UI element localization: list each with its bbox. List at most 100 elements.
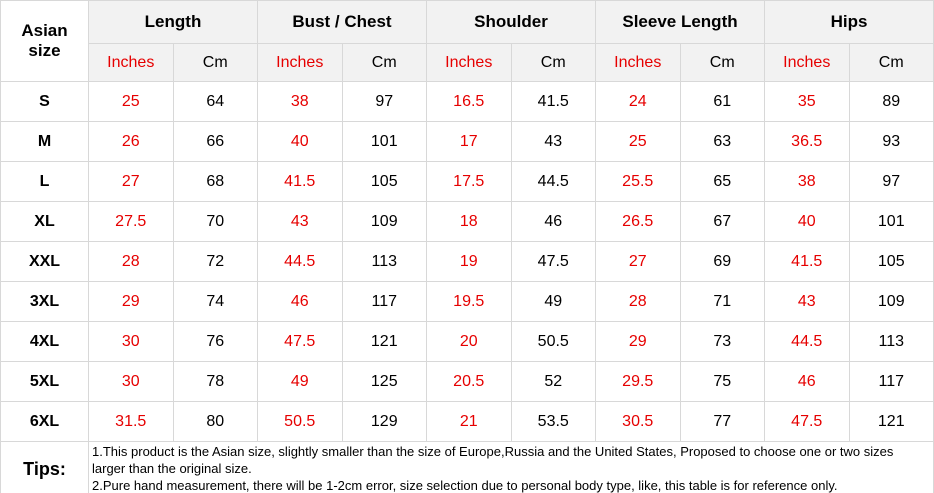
cell-shoulder-cm: 53.5 xyxy=(510,401,596,442)
cell-shoulder-cm: 52 xyxy=(510,361,596,402)
size-row-xl: XL 27.5 70 43 109 18 46 26.5 67 40 101 xyxy=(0,201,934,242)
cell-bust-inches: 38 xyxy=(257,81,343,122)
cell-bust-inches: 50.5 xyxy=(257,401,343,442)
tips-row: Tips: 1.This product is the Asian size, … xyxy=(0,441,934,493)
cell-shoulder-cm: 46 xyxy=(510,201,596,242)
cell-shoulder-cm: 41.5 xyxy=(510,81,596,122)
cell-hips-inches: 35 xyxy=(764,81,850,122)
cell-length-cm: 66 xyxy=(172,121,258,162)
unit-header-row: Inches Cm Inches Cm Inches Cm Inches Cm … xyxy=(1,43,934,82)
unit-header-cm: Cm xyxy=(341,43,427,82)
cell-shoulder-inches: 16.5 xyxy=(426,81,512,122)
cell-bust-cm: 125 xyxy=(341,361,427,402)
size-label: 4XL xyxy=(0,321,89,362)
cell-hips-inches: 44.5 xyxy=(764,321,850,362)
cell-length-inches: 30 xyxy=(88,361,174,402)
cell-bust-cm: 97 xyxy=(341,81,427,122)
cell-shoulder-inches: 19 xyxy=(426,241,512,282)
col-group-hips: Hips xyxy=(764,0,934,44)
cell-sleeve-inches: 28 xyxy=(595,281,681,322)
cell-hips-cm: 89 xyxy=(848,81,934,122)
cell-bust-cm: 113 xyxy=(341,241,427,282)
cell-length-inches: 27.5 xyxy=(88,201,174,242)
cell-bust-inches: 47.5 xyxy=(257,321,343,362)
cell-shoulder-inches: 21 xyxy=(426,401,512,442)
cell-bust-cm: 109 xyxy=(341,201,427,242)
cell-sleeve-cm: 77 xyxy=(679,401,765,442)
cell-sleeve-inches: 25.5 xyxy=(595,161,681,202)
cell-bust-inches: 43 xyxy=(257,201,343,242)
cell-hips-cm: 113 xyxy=(848,321,934,362)
unit-header-cm: Cm xyxy=(848,43,934,82)
cell-sleeve-cm: 67 xyxy=(679,201,765,242)
cell-hips-inches: 40 xyxy=(764,201,850,242)
cell-length-cm: 72 xyxy=(172,241,258,282)
size-label: L xyxy=(0,161,89,202)
size-row-3xl: 3XL 29 74 46 117 19.5 49 28 71 43 109 xyxy=(0,281,934,322)
cell-hips-cm: 109 xyxy=(848,281,934,322)
cell-bust-cm: 117 xyxy=(341,281,427,322)
cell-sleeve-cm: 73 xyxy=(679,321,765,362)
cell-hips-inches: 38 xyxy=(764,161,850,202)
size-label: 3XL xyxy=(0,281,89,322)
cell-hips-inches: 41.5 xyxy=(764,241,850,282)
cell-sleeve-inches: 29 xyxy=(595,321,681,362)
cell-shoulder-cm: 49 xyxy=(510,281,596,322)
cell-sleeve-cm: 69 xyxy=(679,241,765,282)
cell-length-inches: 31.5 xyxy=(88,401,174,442)
cell-length-cm: 80 xyxy=(172,401,258,442)
col-group-length: Length xyxy=(88,0,258,44)
col-group-shoulder: Shoulder xyxy=(426,0,596,44)
cell-sleeve-inches: 25 xyxy=(595,121,681,162)
unit-header-cm: Cm xyxy=(679,43,765,82)
unit-header-inches: Inches xyxy=(764,43,850,82)
cell-sleeve-cm: 65 xyxy=(679,161,765,202)
cell-shoulder-inches: 17 xyxy=(426,121,512,162)
unit-header-cm: Cm xyxy=(172,43,258,82)
tips-text: 1.This product is the Asian size, slight… xyxy=(88,441,934,493)
size-row-l: L 27 68 41.5 105 17.5 44.5 25.5 65 38 97 xyxy=(0,161,934,202)
cell-length-cm: 64 xyxy=(172,81,258,122)
cell-hips-inches: 43 xyxy=(764,281,850,322)
cell-length-inches: 30 xyxy=(88,321,174,362)
size-label: M xyxy=(0,121,89,162)
cell-bust-inches: 41.5 xyxy=(257,161,343,202)
cell-bust-cm: 129 xyxy=(341,401,427,442)
cell-length-cm: 74 xyxy=(172,281,258,322)
unit-header-inches: Inches xyxy=(595,43,681,82)
cell-bust-inches: 44.5 xyxy=(257,241,343,282)
cell-sleeve-cm: 71 xyxy=(679,281,765,322)
cell-shoulder-inches: 20.5 xyxy=(426,361,512,402)
cell-bust-inches: 46 xyxy=(257,281,343,322)
cell-shoulder-inches: 19.5 xyxy=(426,281,512,322)
group-header-row: Asian size Length Bust / Chest Shoulder … xyxy=(0,0,934,82)
cell-bust-inches: 40 xyxy=(257,121,343,162)
cell-shoulder-cm: 47.5 xyxy=(510,241,596,282)
unit-header-inches: Inches xyxy=(88,43,174,82)
cell-hips-cm: 121 xyxy=(848,401,934,442)
unit-header-cm: Cm xyxy=(510,43,596,82)
cell-bust-cm: 101 xyxy=(341,121,427,162)
cell-hips-cm: 105 xyxy=(848,241,934,282)
cell-sleeve-inches: 29.5 xyxy=(595,361,681,402)
cell-sleeve-inches: 24 xyxy=(595,81,681,122)
cell-shoulder-cm: 43 xyxy=(510,121,596,162)
size-label: 5XL xyxy=(0,361,89,402)
cell-sleeve-cm: 61 xyxy=(679,81,765,122)
cell-shoulder-cm: 50.5 xyxy=(510,321,596,362)
cell-sleeve-cm: 75 xyxy=(679,361,765,402)
cell-sleeve-inches: 26.5 xyxy=(595,201,681,242)
tips-label: Tips: xyxy=(0,441,89,493)
cell-bust-cm: 121 xyxy=(341,321,427,362)
col-group-sleeve-length: Sleeve Length xyxy=(595,0,765,44)
cell-sleeve-inches: 27 xyxy=(595,241,681,282)
cell-bust-inches: 49 xyxy=(257,361,343,402)
cell-length-inches: 29 xyxy=(88,281,174,322)
corner-header-asian-size: Asian size xyxy=(0,0,89,82)
cell-length-cm: 70 xyxy=(172,201,258,242)
size-label: S xyxy=(0,81,89,122)
cell-sleeve-inches: 30.5 xyxy=(595,401,681,442)
cell-length-cm: 68 xyxy=(172,161,258,202)
